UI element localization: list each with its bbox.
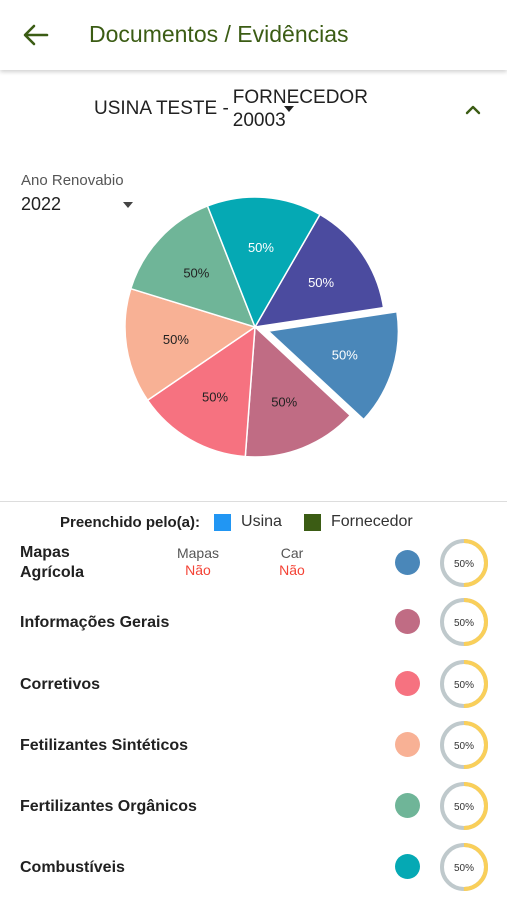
legend-title: Preenchido pelo(a): [60, 513, 201, 531]
pie-slice-6[interactable] [206, 196, 322, 329]
producer-selector[interactable]: USINA TESTE - FORNECEDOR 20003 [94, 86, 368, 132]
legend-swatch-usina [214, 513, 232, 531]
category-label-line2: Agrícola [20, 564, 85, 581]
category-color-dot [395, 854, 420, 879]
category-label-line1: Combustíveis [20, 859, 125, 876]
pie-slice-label-1: 50% [332, 348, 358, 363]
app-bar: Documentos / Evidências [0, 0, 507, 70]
progress-label: 50% [454, 802, 474, 813]
selector-supplier-line2: 20003 [232, 110, 286, 131]
legend-label-usina: Usina [241, 513, 282, 530]
caret-down-icon[interactable] [284, 106, 294, 112]
status-value: Não [279, 562, 305, 578]
pie-slice-4[interactable] [124, 287, 257, 402]
caret-down-icon[interactable] [123, 202, 133, 208]
progress-ring: 50% [440, 660, 488, 708]
divider [0, 501, 507, 502]
category-color-dot [395, 793, 420, 818]
category-row[interactable]: Fetilizantes Sintéticos 50% [0, 717, 507, 773]
pie-slice-label-5: 50% [183, 266, 209, 281]
progress-arc [440, 539, 488, 587]
category-color-dot [395, 732, 420, 757]
progress-label: 50% [454, 559, 474, 570]
selector-supplier: FORNECEDOR 20003 [233, 86, 368, 132]
status-heading: Car [280, 545, 304, 561]
status-heading: Mapas [176, 545, 220, 561]
status-car: Car Não [262, 545, 322, 579]
page-title: Documentos / Evidências [89, 21, 349, 47]
pie-slice-2[interactable] [244, 325, 352, 458]
pie-slice-5[interactable] [129, 205, 257, 329]
category-label: Mapas Agrícola [20, 543, 84, 583]
pie-slice-0[interactable] [253, 213, 385, 328]
category-row[interactable]: Mapas Agrícola Mapas Não Car Não 50% [0, 535, 507, 591]
category-label-line1: Fertilizantes Orgânicos [20, 798, 197, 815]
progress-ring: 50% [440, 782, 488, 830]
category-label: Fertilizantes Orgânicos [20, 797, 197, 817]
legend-label-fornecedor: Fornecedor [330, 513, 413, 530]
pie-slice-label-0: 50% [308, 275, 334, 290]
selector-supplier-line1: FORNECEDOR [232, 87, 368, 108]
pie-slice-label-2: 50% [271, 394, 297, 409]
category-label: Fetilizantes Sintéticos [20, 736, 188, 756]
category-label: Combustíveis [20, 858, 125, 878]
category-label: Corretivos [20, 675, 100, 695]
progress-ring: 50% [440, 721, 488, 769]
pie-slice-1[interactable] [266, 310, 400, 421]
collapse-button[interactable] [462, 100, 484, 118]
progress-ring: 50% [440, 843, 488, 891]
chevron-up-icon [465, 105, 481, 115]
progress-ring: 50% [440, 598, 488, 646]
category-row[interactable]: Corretivos 50% [0, 656, 507, 712]
selector-mill-name: USINA TESTE - [94, 98, 229, 119]
pie-slice-label-3: 50% [202, 389, 228, 404]
arrow-left-icon [23, 24, 49, 46]
category-row[interactable]: Fertilizantes Orgânicos 50% [0, 778, 507, 834]
category-label-line1: Fetilizantes Sintéticos [20, 737, 189, 754]
category-color-dot [395, 671, 420, 696]
status-mapas: Mapas Não [168, 545, 228, 579]
category-label-line1: Informações Gerais [20, 614, 170, 631]
category-row[interactable]: Informações Gerais 50% [0, 594, 507, 650]
year-value: 2022 [21, 194, 62, 214]
pie-slice-label-6: 50% [248, 240, 274, 255]
progress-arc [440, 660, 488, 708]
progress-label: 50% [454, 741, 474, 752]
category-color-dot [395, 609, 420, 634]
category-label: Informações Gerais [20, 613, 169, 633]
status-value: Não [185, 562, 211, 578]
category-label-line1: Corretivos [20, 676, 101, 693]
pie-slice-3[interactable] [146, 325, 256, 458]
legend-swatch-fornecedor [303, 513, 321, 531]
progress-label: 50% [454, 680, 474, 691]
progress-arc [440, 843, 488, 891]
pie-slice-label-4: 50% [163, 332, 189, 347]
year-label: Ano Renovabio [21, 172, 124, 189]
progress-arc [440, 721, 488, 769]
legend: Preenchido pelo(a): Usina Fornecedor [60, 513, 413, 531]
progress-arc [440, 598, 488, 646]
back-button[interactable] [18, 20, 52, 50]
progress-label: 50% [454, 863, 474, 874]
category-color-dot [395, 550, 420, 575]
pie-chart: 50% 50% 50% 50% 50% 50% 50% [124, 196, 400, 458]
progress-arc [440, 782, 488, 830]
category-row[interactable]: Combustíveis 50% [0, 839, 507, 895]
progress-ring: 50% [440, 539, 488, 587]
year-dropdown[interactable]: 2022 [21, 194, 137, 218]
progress-label: 50% [454, 618, 474, 629]
category-label-line1: Mapas [20, 544, 70, 561]
